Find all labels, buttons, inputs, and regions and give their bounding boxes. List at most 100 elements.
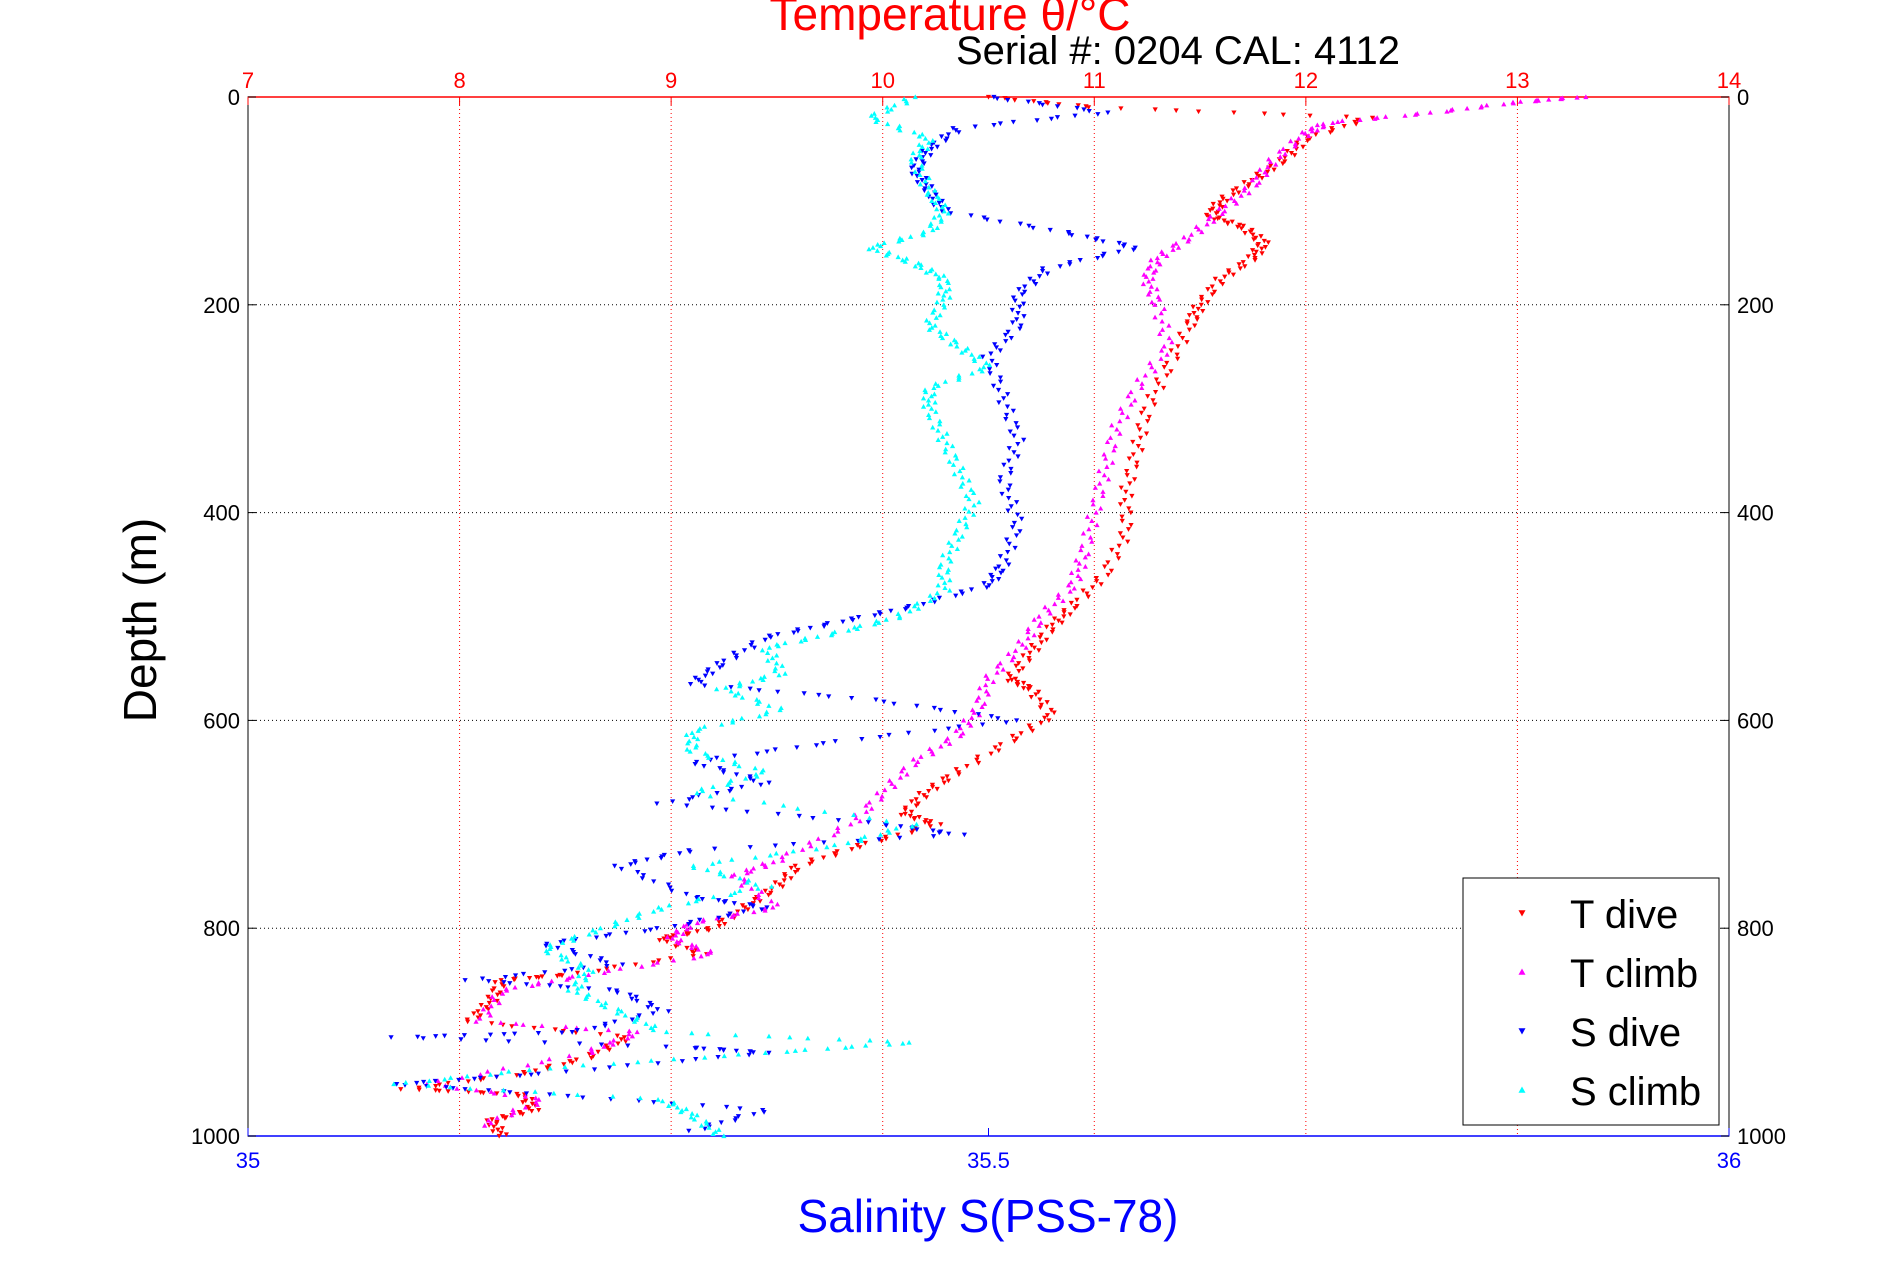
data-point <box>513 1021 519 1026</box>
data-point <box>1175 356 1181 362</box>
data-point <box>1025 687 1032 692</box>
data-point <box>954 455 960 461</box>
data-point <box>763 864 769 869</box>
data-point <box>772 665 779 671</box>
data-point <box>1152 368 1158 374</box>
data-point <box>920 404 927 409</box>
data-point <box>1014 736 1020 742</box>
data-point <box>719 721 725 727</box>
data-point <box>929 198 935 203</box>
data-point <box>706 1125 712 1130</box>
data-point <box>907 608 913 614</box>
data-point <box>942 580 948 585</box>
data-point <box>1154 259 1161 265</box>
data-point <box>1114 426 1120 432</box>
data-point <box>1012 648 1019 653</box>
data-point <box>1210 201 1216 207</box>
data-point <box>1085 105 1092 110</box>
data-point <box>949 543 955 548</box>
data-point <box>651 908 657 914</box>
data-point <box>752 854 759 860</box>
data-point <box>679 1059 685 1064</box>
data-point <box>494 1091 500 1097</box>
data-point <box>1129 493 1135 499</box>
data-point <box>1343 114 1350 120</box>
data-point <box>824 621 830 626</box>
data-point <box>766 645 773 650</box>
data-point <box>562 968 568 974</box>
data-point <box>866 799 872 805</box>
data-point <box>604 964 610 969</box>
data-point <box>618 1037 624 1042</box>
data-point <box>569 1060 575 1066</box>
data-point <box>547 946 553 952</box>
data-point <box>567 1059 573 1064</box>
data-point <box>1296 135 1302 141</box>
data-point <box>1219 281 1226 287</box>
data-point <box>1011 739 1018 744</box>
data-point <box>919 162 925 168</box>
data-point <box>984 217 990 223</box>
data-point <box>610 1093 616 1099</box>
data-point <box>983 673 989 678</box>
data-point <box>1220 196 1226 202</box>
data-point <box>981 364 987 370</box>
data-point <box>750 778 756 784</box>
data-point <box>529 983 535 988</box>
data-point <box>1093 510 1099 515</box>
data-point <box>1574 94 1580 100</box>
data-point <box>650 1027 656 1033</box>
data-point <box>465 1089 472 1095</box>
data-point <box>1135 444 1141 449</box>
data-point <box>720 770 727 775</box>
data-point <box>888 106 894 112</box>
data-point <box>1257 167 1263 172</box>
data-point <box>689 730 695 735</box>
data-point <box>1164 253 1170 259</box>
data-point <box>635 1059 641 1065</box>
data-point <box>1009 525 1016 530</box>
data-point <box>420 1036 426 1041</box>
x-top-tick-label: 10 <box>870 68 894 93</box>
data-point <box>963 521 969 527</box>
data-point <box>626 1031 632 1037</box>
data-point <box>504 987 510 993</box>
data-point <box>647 927 654 933</box>
data-point <box>496 1133 502 1139</box>
data-point <box>1448 107 1454 113</box>
data-point <box>1049 630 1055 635</box>
data-point <box>689 942 695 947</box>
data-point <box>606 987 612 993</box>
data-point <box>695 728 701 733</box>
data-point <box>1015 682 1021 688</box>
data-point <box>930 751 936 757</box>
data-point <box>522 1071 528 1077</box>
data-point <box>1128 522 1134 528</box>
data-point <box>896 615 903 621</box>
data-point <box>925 397 932 403</box>
data-point <box>539 1023 545 1028</box>
data-point <box>1176 331 1183 337</box>
data-point <box>702 751 709 756</box>
data-point <box>1372 116 1378 121</box>
data-point <box>1190 304 1196 310</box>
data-point <box>655 1061 661 1066</box>
data-point <box>923 182 929 187</box>
data-point <box>872 613 878 619</box>
data-point <box>511 977 517 983</box>
data-point <box>637 1095 643 1101</box>
data-point <box>663 1044 669 1050</box>
data-point <box>934 225 941 230</box>
data-point <box>704 951 711 957</box>
data-point <box>503 1132 509 1138</box>
data-point <box>1179 335 1186 341</box>
data-point <box>1010 408 1016 414</box>
data-point <box>916 814 922 820</box>
data-point <box>942 202 948 208</box>
data-point <box>491 1090 497 1096</box>
data-point <box>1057 264 1063 269</box>
data-point <box>960 730 966 736</box>
data-point <box>732 890 738 895</box>
data-point <box>738 883 745 888</box>
data-point <box>1121 244 1127 249</box>
